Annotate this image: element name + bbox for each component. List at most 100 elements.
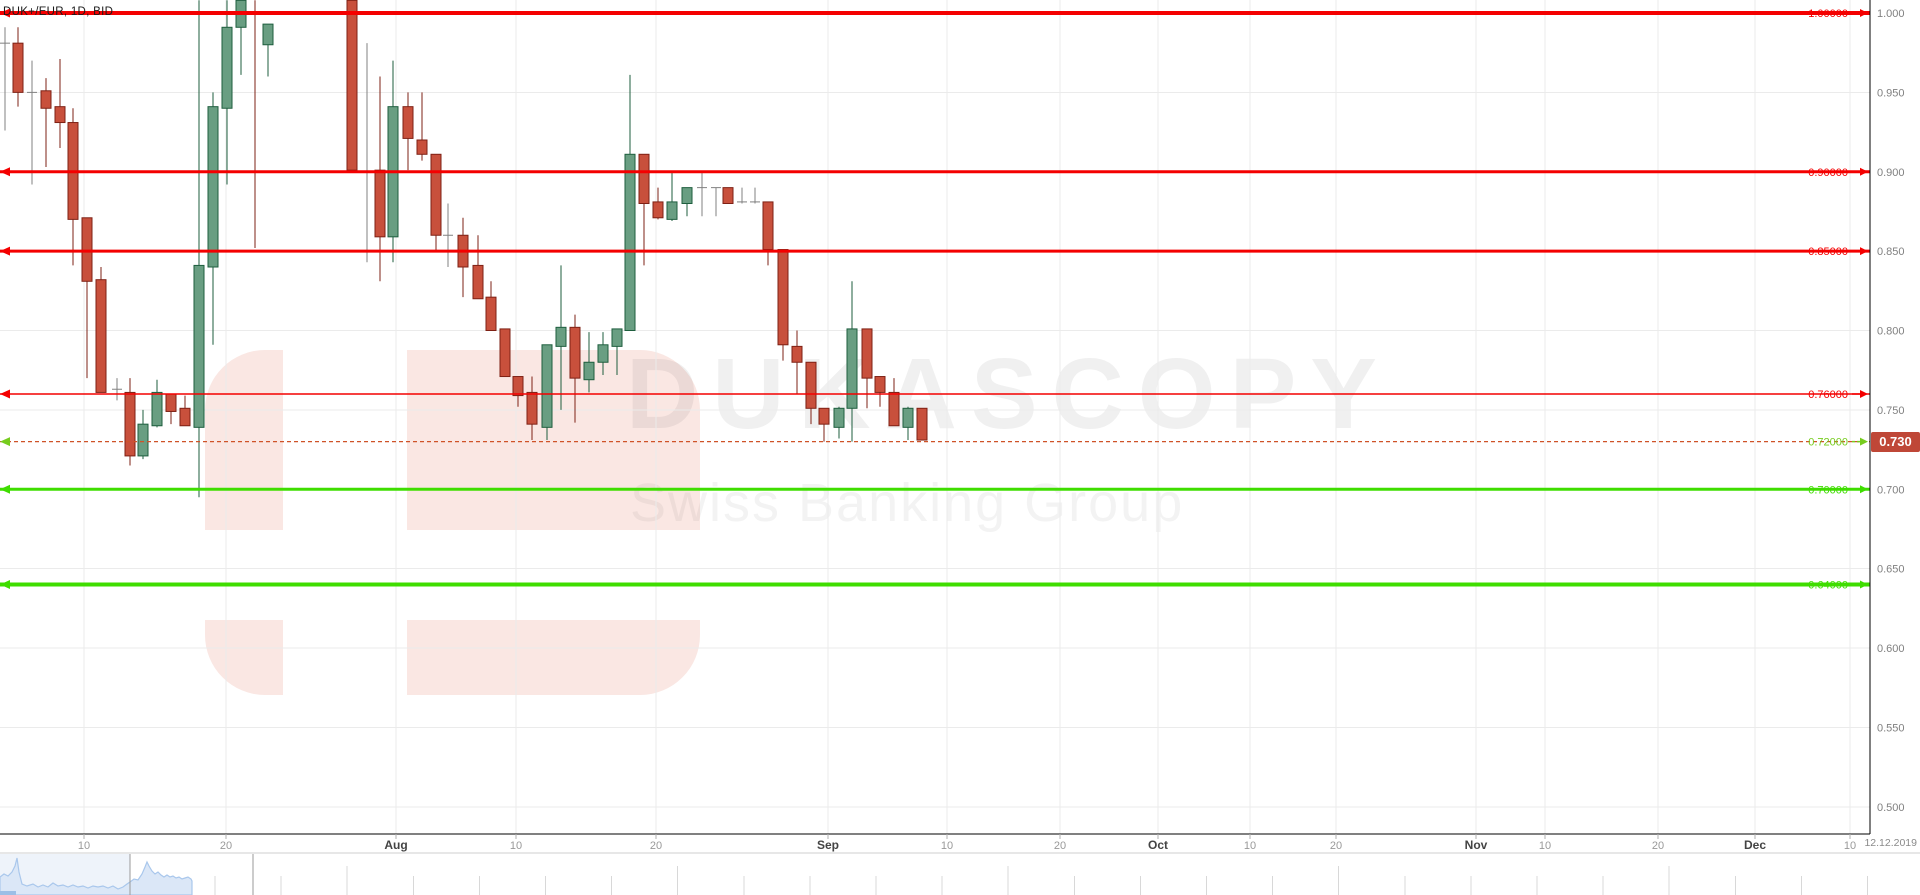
candle-body — [861, 328, 873, 379]
candle-body — [805, 361, 817, 409]
x-axis-day-label: 10 — [941, 840, 953, 852]
x-axis-day-label: 10 — [1844, 840, 1856, 852]
candle-body — [681, 187, 693, 204]
candle-down — [416, 92, 428, 161]
candle-body — [262, 23, 274, 46]
x-axis-month-label: Oct — [1148, 838, 1168, 852]
candle-doji — [112, 378, 122, 401]
price-line[interactable]: 0.90000 — [0, 167, 1870, 179]
candle-down — [888, 378, 900, 427]
candle-body — [485, 296, 497, 332]
y-axis-label: 0.950 — [1877, 87, 1905, 99]
candle-up — [583, 332, 595, 393]
candle-body — [221, 26, 233, 109]
candle-body — [541, 344, 553, 428]
candle-body — [193, 264, 205, 428]
y-axis-label: 0.600 — [1877, 643, 1905, 655]
price-line-label: 0.85000 — [1808, 246, 1848, 258]
pane-volume-area — [0, 857, 193, 895]
candle-body — [179, 407, 191, 427]
candle-body — [124, 391, 136, 457]
x-axis-day-label: 20 — [1054, 840, 1066, 852]
x-axis-month-label: Nov — [1465, 838, 1488, 852]
x-axis-day-label: 10 — [78, 840, 90, 852]
left-arrow-icon — [0, 246, 10, 256]
candle-down — [652, 187, 664, 220]
candle-body — [165, 393, 177, 412]
price-line-label: 0.90000 — [1808, 167, 1848, 179]
candle-down — [54, 59, 66, 148]
candle-body — [12, 42, 24, 93]
candle-down — [430, 153, 442, 252]
overview-pane[interactable] — [0, 854, 1920, 895]
candle-down — [791, 330, 803, 394]
candle-body — [762, 201, 774, 251]
logo-cross-vertical — [283, 350, 407, 695]
candle-up — [262, 23, 274, 77]
candle-down — [95, 267, 107, 393]
price-line[interactable]: 0.70000 — [0, 484, 1870, 496]
candle-down — [472, 235, 484, 300]
price-line[interactable]: 0.85000 — [0, 246, 1870, 258]
candle-doji — [697, 171, 707, 217]
candle-down — [374, 76, 386, 282]
price-line-dashed[interactable]: 0.72000 — [0, 437, 1870, 449]
logo-cross-horizontal — [205, 530, 700, 620]
x-axis-day-label: 20 — [650, 840, 662, 852]
price-line[interactable]: 0.76000 — [0, 389, 1870, 401]
candle-down — [402, 92, 414, 171]
last-date-label: 12.12.2019 — [1864, 837, 1917, 849]
candle-down — [874, 376, 886, 407]
candle-body — [777, 249, 789, 346]
candle-body — [346, 0, 358, 171]
right-arrow-icon — [1860, 247, 1868, 256]
candle-body — [874, 376, 886, 393]
candle-body — [54, 106, 66, 124]
candle-doji — [0, 27, 10, 131]
candle-body — [499, 328, 511, 378]
left-arrow-icon — [0, 389, 10, 399]
candle-body — [81, 217, 93, 282]
candlestick-chart[interactable]: 1.00000 0.90000 0.85000 0.76000 0.72000 0.700… — [0, 0, 1920, 854]
x-axis-month-label: Aug — [384, 838, 407, 852]
candle-up — [902, 406, 914, 441]
y-axis-label: 1.000 — [1877, 8, 1905, 20]
candle-body — [430, 153, 442, 236]
candle-body — [583, 361, 595, 381]
price-line[interactable]: 1.00000 — [0, 8, 1870, 20]
candle-body — [207, 106, 219, 268]
x-axis-day-label: 10 — [1539, 840, 1551, 852]
x-axis-month-label: Sep — [817, 838, 839, 852]
x-axis-day-label: 10 — [1244, 840, 1256, 852]
candle-down — [805, 361, 817, 425]
x-axis-day-label: 20 — [1652, 840, 1664, 852]
left-arrow-icon — [0, 167, 10, 177]
price-line-label: 0.72000 — [1808, 437, 1848, 449]
right-arrow-icon — [1860, 167, 1868, 176]
candle-body — [722, 187, 734, 204]
candle-body — [151, 391, 163, 427]
candle-body — [833, 407, 845, 428]
candle-body — [624, 153, 636, 331]
candle-up — [833, 406, 845, 439]
candle-down — [485, 281, 497, 332]
right-arrow-icon — [1860, 9, 1868, 17]
candle-up — [666, 171, 678, 221]
candle-body — [846, 328, 858, 409]
candle-down — [124, 378, 136, 466]
candle-down — [861, 328, 873, 409]
candle-up — [611, 328, 623, 375]
candle-down — [762, 201, 774, 266]
candle-down — [916, 407, 928, 441]
candle-down — [67, 108, 79, 266]
candle-down — [457, 217, 469, 298]
candle-down — [526, 376, 538, 441]
price-line-label: 0.70000 — [1808, 484, 1848, 496]
price-line[interactable]: 0.64000 — [0, 580, 1870, 592]
candle-body — [555, 326, 567, 347]
candle-down — [512, 376, 524, 407]
candle-down — [165, 393, 177, 425]
candle-up — [555, 265, 567, 410]
candle-body — [888, 391, 900, 427]
